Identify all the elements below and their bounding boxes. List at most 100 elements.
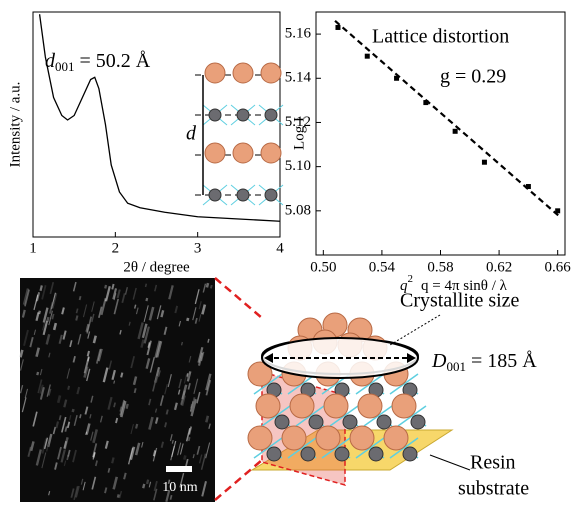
tem-streak [39,311,40,314]
tem-streak [80,296,81,300]
scale-bar [166,466,192,472]
figure: 10 nm Crystallite size D001 = 185 Å Resi… [0,0,579,505]
x-tick-label: 3 [194,240,202,256]
scale-label: 10 nm [162,480,198,495]
x-tick-label: 2 [112,240,120,256]
atom [358,394,382,418]
annotation-sub: 001 [55,59,75,74]
tem-streak [208,339,209,343]
x-tick-label: 0.66 [545,259,572,275]
atom [350,426,374,450]
atom [261,143,281,163]
atom [205,63,225,83]
size-sub: 001 [446,359,466,374]
atom [248,426,272,450]
atom [261,63,281,83]
tem-streak [94,336,96,343]
tem-streak [121,373,122,378]
annotation-text: = 50.2 Å [75,50,151,72]
substrate-label: Resin [470,452,516,474]
tem-streak [54,323,56,330]
tem-streak [135,305,136,309]
tem-streak [184,455,185,459]
tem-streak [48,389,50,396]
size-text: = 185 Å [466,350,537,372]
atom [324,394,348,418]
atom [309,415,323,429]
atom [237,109,249,121]
tem-streak [112,284,113,289]
size-label: D001 = 185 Å [431,350,537,374]
tem-streak [187,373,188,376]
atom [209,189,221,201]
atom [275,415,289,429]
atom [369,447,383,461]
tem-streak [182,342,183,345]
tem-streak [211,285,212,288]
atom [316,426,340,450]
tem-streak [187,318,188,321]
x-tick-label: 0.54 [369,259,396,275]
y-tick-label: 5.16 [285,26,312,42]
tem-streak [189,437,190,441]
atom [377,415,391,429]
tem-streak [135,388,136,393]
tem-streak [136,424,137,429]
tem-streak [112,458,113,464]
tem-streak [65,426,66,431]
tem-streak [47,317,48,322]
tem-streak [77,309,78,314]
y-tick-label: 5.10 [285,158,311,174]
tem-streak [60,415,61,420]
tem-streak [170,495,171,500]
y-tick-label: 5.08 [285,202,311,218]
atom [265,109,277,121]
atom [392,394,416,418]
tem-streak [73,409,74,412]
tem-streak [188,374,189,378]
atom [265,189,277,201]
tem-streak [147,480,148,484]
tem-streak [68,386,69,390]
fit-line [335,21,561,218]
y-axis-label: Log I [291,117,307,150]
atom [209,109,221,121]
tem-streak [67,455,68,460]
atom [335,447,349,461]
zoom-line [215,278,262,318]
tem-streak [37,372,38,375]
tem-streak [154,450,155,456]
annotation: Lattice distortion [372,26,509,48]
tem-streak [118,494,119,497]
plot-frame [316,12,565,255]
x-label-text: q = 4π sinθ / λ [421,278,508,294]
tem-streak [76,316,77,321]
x-tick-label: 4 [276,240,284,256]
x-tick-label: 1 [29,240,37,256]
tem-streak [167,410,168,415]
tem-streak [146,284,147,287]
atom [233,143,253,163]
x-tick-label: 0.50 [310,259,336,275]
atom [267,447,281,461]
tem-streak [41,285,42,290]
tem-streak [116,418,117,423]
tem-streak [156,376,158,383]
tem-streak [58,395,60,402]
tem-streak [114,403,115,408]
y-tick-label: 5.14 [285,70,312,86]
data-point [335,25,340,30]
tem-streak [20,350,22,357]
annotation: d001 = 50.2 Å [45,50,151,74]
crystallite-schematic [248,313,452,485]
x-axis-label: 2θ / degree [123,259,190,275]
tem-streak [146,298,147,301]
substrate-label: substrate [458,478,529,500]
data-point [365,54,370,59]
y-axis-label: Intensity / a.u. [7,82,23,168]
atom [290,394,314,418]
d-label: d [186,123,197,145]
x-tick-label: 0.62 [486,259,512,275]
tem-streak [207,283,208,287]
atom [256,394,280,418]
